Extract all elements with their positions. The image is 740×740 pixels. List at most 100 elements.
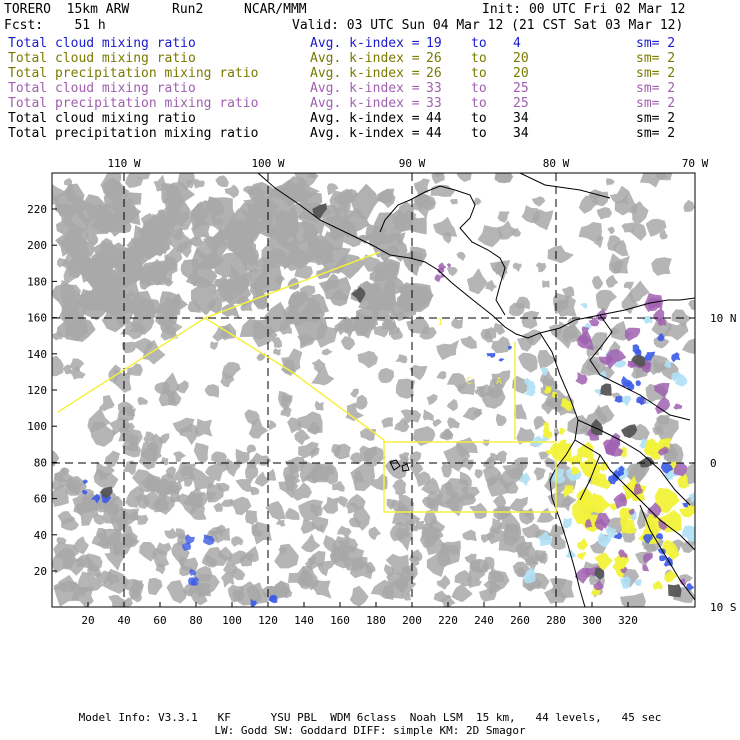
cloud-cell	[515, 567, 526, 577]
cloud-cell	[250, 486, 260, 496]
cloud-cell	[413, 178, 430, 194]
precip-patch	[545, 450, 552, 456]
convective-core	[608, 474, 619, 485]
legend-stat: Avg. k-index =	[310, 96, 420, 111]
cloud-cell	[202, 248, 225, 269]
model-title: TORERO 15km ARW	[4, 2, 130, 17]
cloud-core	[351, 286, 366, 304]
cloud-cell	[497, 220, 517, 240]
forecast-hour: Fcst: 51 h	[4, 18, 106, 33]
cloud-cell	[176, 240, 193, 259]
cloud-cell	[646, 354, 671, 375]
cloud-cell	[251, 521, 272, 545]
legend-smooth: sm= 2	[636, 66, 676, 81]
convective-core	[188, 577, 197, 586]
legend-upto: 25	[513, 81, 529, 96]
cloud-cell	[275, 209, 296, 227]
cloud-cell	[486, 471, 509, 497]
ice-patch	[523, 567, 536, 584]
cloud-cell	[82, 194, 108, 219]
cloud-cell	[395, 354, 408, 364]
y-tick-label: 140	[27, 348, 47, 361]
x-tick-label: 60	[153, 614, 166, 627]
ice-patch	[605, 526, 618, 538]
cloud-cell	[189, 200, 217, 231]
cloud-cell	[90, 421, 116, 447]
coastline	[519, 173, 611, 199]
cloud-cell	[229, 218, 253, 243]
convective-core	[486, 352, 491, 357]
precip-patch	[577, 441, 594, 459]
cloud-cell	[183, 583, 195, 597]
legend-smooth: sm= 2	[636, 111, 676, 126]
convective-core	[660, 462, 674, 474]
legend-row: Total cloud mixing ratio Avg. k-index = 44…	[8, 111, 738, 126]
cloud-cell	[442, 232, 452, 244]
ice-patch	[523, 377, 537, 391]
cloud-cell	[205, 546, 229, 567]
high-k-patch	[618, 549, 628, 559]
ice-patch	[524, 386, 536, 397]
cloud-cell	[316, 560, 333, 577]
ice-patch	[688, 492, 695, 503]
cloud-cell	[480, 387, 506, 409]
cloud-cell	[408, 549, 423, 562]
cloud-cell	[369, 271, 385, 282]
cloud-cell	[86, 233, 99, 246]
cloud-cell	[350, 388, 359, 398]
cloud-cell	[593, 235, 604, 249]
legend-to: to	[471, 96, 487, 111]
cloud-cell	[123, 439, 141, 458]
cloud-cell	[683, 199, 695, 212]
convective-core	[81, 489, 88, 495]
cloud-cell	[607, 226, 615, 234]
cloud-cell	[282, 176, 320, 203]
physics-info: LW: Godd SW: Goddard DIFF: simple KM: 2D…	[214, 724, 526, 737]
legend-smooth: sm= 2	[636, 36, 676, 51]
cloud-cell	[254, 471, 271, 487]
cloud-cell	[204, 461, 229, 482]
cloud-cell	[419, 325, 437, 340]
high-k-patch	[593, 579, 604, 591]
cloud-cell	[274, 543, 299, 569]
cloud-cell	[135, 337, 154, 355]
cloud-cell	[109, 267, 140, 299]
cloud-cell	[93, 514, 105, 525]
high-k-patch	[608, 432, 621, 447]
cloud-cell	[390, 327, 403, 340]
cloud-cell	[512, 262, 522, 272]
cloud-cell	[579, 425, 589, 432]
x-tick-label: 80	[189, 614, 202, 627]
cloud-core	[600, 383, 612, 396]
cloud-cell	[291, 482, 312, 501]
legend-field: Total cloud mixing ratio	[8, 51, 196, 66]
cloud-cell	[193, 442, 209, 465]
cloud-cell	[230, 568, 246, 581]
cloud-core	[631, 354, 646, 368]
cloud-cell	[170, 489, 181, 504]
cloud-cell	[247, 268, 271, 290]
legend-field: Total precipitation mixing ratio	[8, 96, 259, 111]
cloud-cell	[280, 406, 292, 418]
cloud-cell	[298, 441, 319, 459]
latlon-grid	[52, 173, 695, 607]
cloud-cell	[548, 524, 566, 538]
cloud-core	[621, 424, 638, 439]
convective-core	[268, 595, 275, 602]
cloud-cell	[483, 580, 503, 595]
convective-core	[82, 479, 88, 484]
legend-upto: 34	[513, 126, 529, 141]
cloud-cell	[337, 495, 348, 508]
convective-core	[621, 375, 633, 387]
cloud-cell	[143, 431, 156, 444]
cloud-cell	[353, 505, 371, 531]
coastline	[589, 314, 691, 421]
cloud-cell	[451, 583, 473, 603]
cloud-cell	[282, 460, 300, 483]
cloud-cell	[311, 358, 326, 374]
cloud-cell	[385, 553, 409, 576]
cloud-cell	[401, 592, 411, 601]
convective-core	[655, 532, 663, 540]
cloud-cell	[594, 404, 615, 423]
x-tick-label: 280	[546, 614, 566, 627]
